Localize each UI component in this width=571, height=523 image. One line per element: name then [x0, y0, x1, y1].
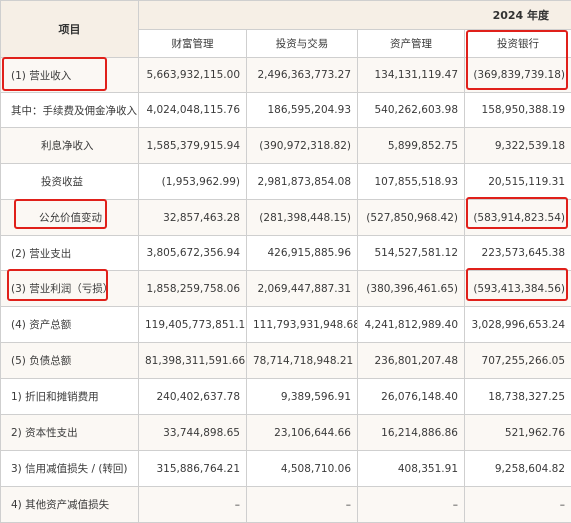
- cell: –: [139, 487, 247, 523]
- cell: 1,585,379,915.94: [139, 128, 247, 164]
- cell: 9,258,604.82: [465, 451, 571, 487]
- cell: (593,413,384.56): [465, 271, 571, 307]
- row-label: (4) 资产总额: [1, 307, 139, 343]
- cell: 408,351.91: [358, 451, 465, 487]
- cell: 26,076,148.40: [358, 379, 465, 415]
- cell: 540,262,603.98: [358, 93, 465, 128]
- table-row: 公允价值变动 32,857,463.28 (281,398,448.15) (5…: [1, 200, 571, 236]
- table-row: 1) 折旧和摊销费用 240,402,637.78 9,389,596.91 2…: [1, 379, 571, 415]
- cell: 240,402,637.78: [139, 379, 247, 415]
- cell: 23,106,644.66: [247, 415, 358, 451]
- table-row: (1) 营业收入 5,663,932,115.00 2,496,363,773.…: [1, 58, 571, 93]
- table-row: 投资收益 (1,953,962.99) 2,981,873,854.08 107…: [1, 164, 571, 200]
- row-label: 投资收益: [1, 164, 139, 200]
- cell: 514,527,581.12: [358, 236, 465, 271]
- cell: (390,972,318.82): [247, 128, 358, 164]
- cell: 81,398,311,591.66: [139, 343, 247, 379]
- row-label: (2) 营业支出: [1, 236, 139, 271]
- cell: 18,738,327.25: [465, 379, 571, 415]
- cell: 4,024,048,115.76: [139, 93, 247, 128]
- year-header: 2024 年度: [139, 1, 571, 30]
- column-header-asset-mgmt: 资产管理: [358, 30, 465, 58]
- cell: 1,858,259,758.06: [139, 271, 247, 307]
- row-label: 1) 折旧和摊销费用: [1, 379, 139, 415]
- table-row: 2) 资本性支出 33,744,898.65 23,106,644.66 16,…: [1, 415, 571, 451]
- table-row: 利息净收入 1,585,379,915.94 (390,972,318.82) …: [1, 128, 571, 164]
- table-row: (5) 负债总额 81,398,311,591.66 78,714,718,94…: [1, 343, 571, 379]
- cell: 16,214,886.86: [358, 415, 465, 451]
- table-row: (3) 营业利润（亏损） 1,858,259,758.06 2,069,447,…: [1, 271, 571, 307]
- cell: 4,508,710.06: [247, 451, 358, 487]
- cell: 158,950,388.19: [465, 93, 571, 128]
- cell: 3,028,996,653.24: [465, 307, 571, 343]
- cell: 5,899,852.75: [358, 128, 465, 164]
- cell: 2,069,447,887.31: [247, 271, 358, 307]
- cell: 4,241,812,989.40: [358, 307, 465, 343]
- cell: 707,255,266.05: [465, 343, 571, 379]
- cell: 236,801,207.48: [358, 343, 465, 379]
- row-label: 3) 信用减值损失 / (转回): [1, 451, 139, 487]
- cell: 223,573,645.38: [465, 236, 571, 271]
- cell: –: [247, 487, 358, 523]
- row-label: (3) 营业利润（亏损）: [1, 271, 139, 307]
- header-row-year: 项目 2024 年度: [1, 1, 571, 30]
- cell: 186,595,204.93: [247, 93, 358, 128]
- column-header-wealth: 财富管理: [139, 30, 247, 58]
- cell: 5,663,932,115.00: [139, 58, 247, 93]
- cell: 2,981,873,854.08: [247, 164, 358, 200]
- table-row: 3) 信用减值损失 / (转回) 315,886,764.21 4,508,71…: [1, 451, 571, 487]
- cell: 426,915,885.96: [247, 236, 358, 271]
- row-label: 其中：手续费及佣金净收入: [1, 93, 139, 128]
- column-header-trading: 投资与交易: [247, 30, 358, 58]
- table-row: (2) 营业支出 3,805,672,356.94 426,915,885.96…: [1, 236, 571, 271]
- table-row: 4) 其他资产减值损失 – – – –: [1, 487, 571, 523]
- cell: 9,322,539.18: [465, 128, 571, 164]
- cell: 2,496,363,773.27: [247, 58, 358, 93]
- cell: 134,131,119.47: [358, 58, 465, 93]
- cell: 33,744,898.65: [139, 415, 247, 451]
- cell: 111,793,931,948.68: [247, 307, 358, 343]
- cell: 32,857,463.28: [139, 200, 247, 236]
- cell: 315,886,764.21: [139, 451, 247, 487]
- cell: (527,850,968.42): [358, 200, 465, 236]
- cell: (1,953,962.99): [139, 164, 247, 200]
- row-label: (1) 营业收入: [1, 58, 139, 93]
- cell: (583,914,823.54): [465, 200, 571, 236]
- cell: (369,839,739.18): [465, 58, 571, 93]
- item-column-header: 项目: [1, 1, 139, 58]
- row-label: 公允价值变动: [1, 200, 139, 236]
- cell: (281,398,448.15): [247, 200, 358, 236]
- row-label: 2) 资本性支出: [1, 415, 139, 451]
- cell: (380,396,461.65): [358, 271, 465, 307]
- cell: –: [358, 487, 465, 523]
- row-label: 利息净收入: [1, 128, 139, 164]
- row-label: (5) 负债总额: [1, 343, 139, 379]
- cell: 9,389,596.91: [247, 379, 358, 415]
- cell: 20,515,119.31: [465, 164, 571, 200]
- table-row: 其中：手续费及佣金净收入 4,024,048,115.76 186,595,20…: [1, 93, 571, 128]
- cell: 3,805,672,356.94: [139, 236, 247, 271]
- cell: 107,855,518.93: [358, 164, 465, 200]
- column-header-ib: 投资银行: [465, 30, 571, 58]
- cell: 119,405,773,851.12: [139, 307, 247, 343]
- table-row: (4) 资产总额 119,405,773,851.12 111,793,931,…: [1, 307, 571, 343]
- cell: 78,714,718,948.21: [247, 343, 358, 379]
- cell: 521,962.76: [465, 415, 571, 451]
- cell: –: [465, 487, 571, 523]
- row-label: 4) 其他资产减值损失: [1, 487, 139, 523]
